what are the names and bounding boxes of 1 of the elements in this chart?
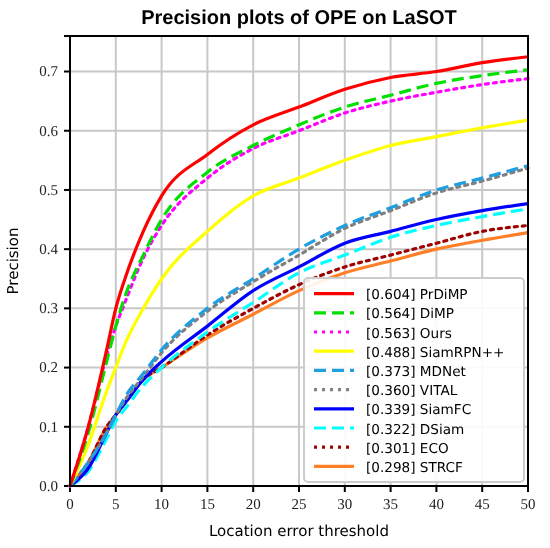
- chart-title: Precision plots of OPE on LaSOT: [141, 8, 457, 30]
